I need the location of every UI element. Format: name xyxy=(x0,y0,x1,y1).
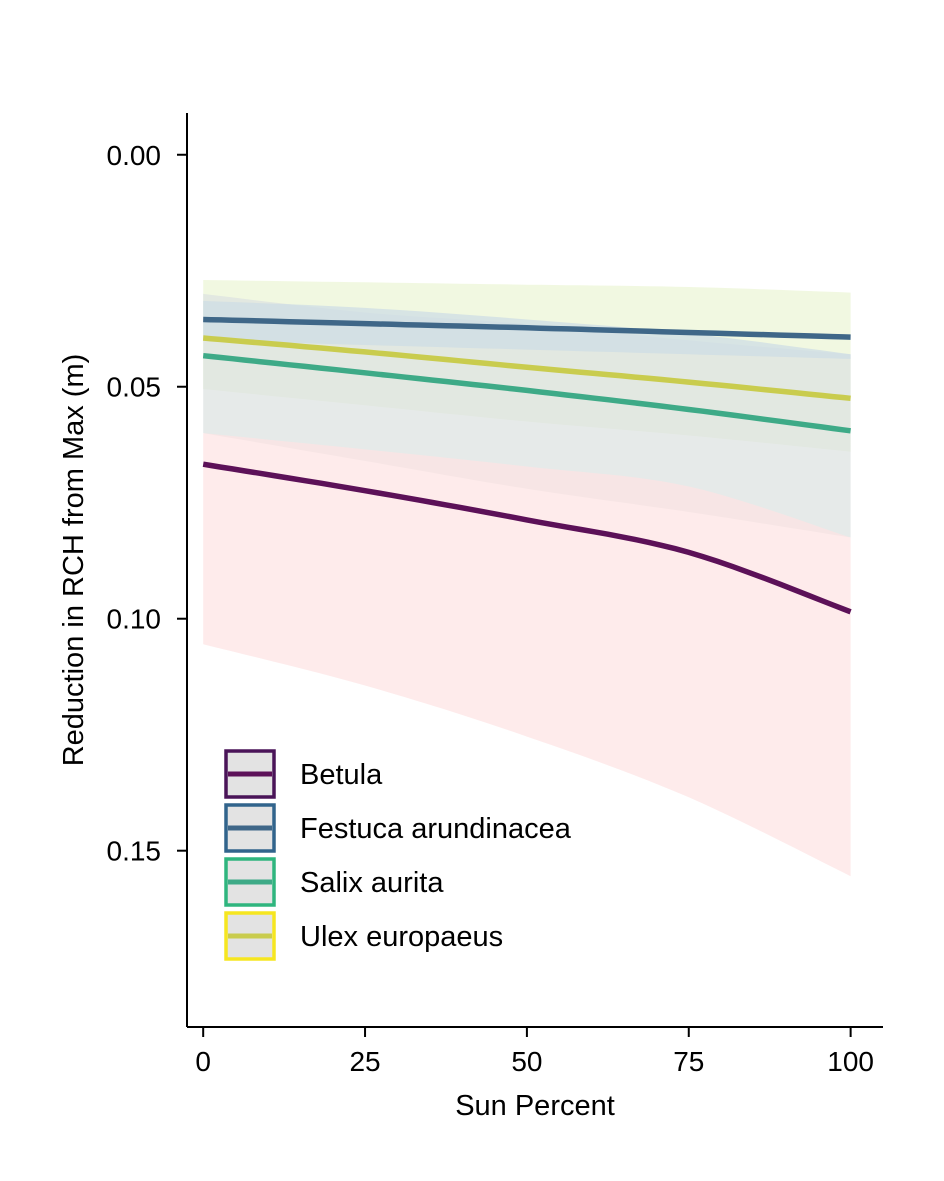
axes: 0 25 50 75 100 0.00 0.05 0.10 0.15 xyxy=(107,113,883,1077)
x-axis-title: Sun Percent xyxy=(455,1090,615,1122)
x-tick-label-100: 100 xyxy=(827,1046,874,1077)
line-festuca-arundinacea xyxy=(203,316,851,340)
legend-label: Salix aurita xyxy=(300,867,444,899)
band-salix-aurita xyxy=(203,293,851,538)
y-axis-title: Reduction in RCH from Max (m) xyxy=(58,354,90,767)
series-lines xyxy=(202,316,852,615)
legend-label: Betula xyxy=(300,759,383,791)
line-betula xyxy=(202,461,852,615)
y-tick-label-0: 0.00 xyxy=(107,140,162,171)
line-salix-aurita xyxy=(202,352,851,434)
legend-item-salix-aurita: Salix aurita xyxy=(224,857,444,907)
y-tick-label-1: 0.05 xyxy=(107,372,162,403)
legend: Betula Festuca arundinacea Salix aurita Ule… xyxy=(224,749,572,961)
legend-label: Festuca arundinacea xyxy=(300,813,572,845)
x-tick-label-50: 50 xyxy=(511,1046,542,1077)
x-tick-label-0: 0 xyxy=(195,1046,211,1077)
legend-item-ulex-europaeus: Ulex europaeus xyxy=(224,911,503,961)
line-ulex-europaeus xyxy=(202,335,851,402)
x-tick-label-75: 75 xyxy=(673,1046,704,1077)
x-tick-label-25: 25 xyxy=(349,1046,380,1077)
y-tick-label-2: 0.10 xyxy=(107,604,162,635)
legend-label: Ulex europaeus xyxy=(300,921,503,953)
legend-item-betula: Betula xyxy=(224,749,383,799)
band-betula xyxy=(203,433,851,877)
legend-item-festuca-arundinacea: Festuca arundinacea xyxy=(224,803,572,853)
y-tick-label-3: 0.15 xyxy=(107,836,162,867)
